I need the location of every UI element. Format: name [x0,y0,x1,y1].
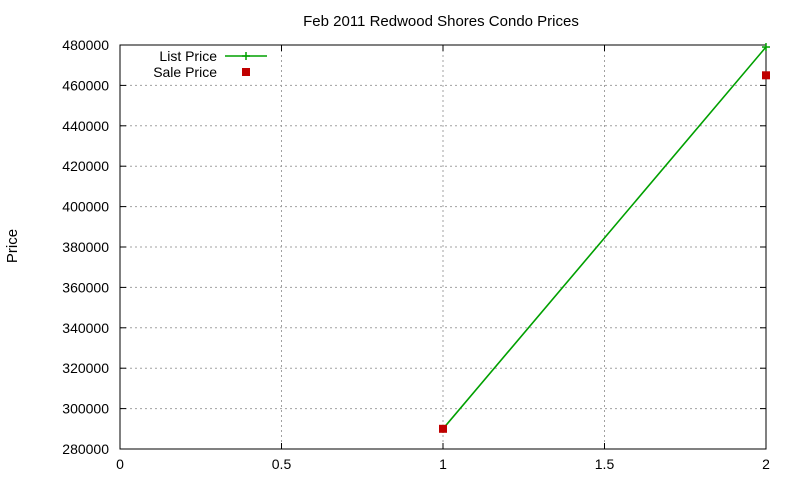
y-tick-label: 420000 [62,158,109,174]
axis-ticks: 280000 300000 320000 340000 360000 380000 4000… [62,37,770,472]
list-price-line [442,46,767,430]
x-tick-label: 1.5 [595,456,615,472]
x-tick-label: 0 [116,456,124,472]
legend-label-list-price: List Price [159,48,217,64]
legend-marker-list-price [242,52,250,60]
sale-price-point [762,71,770,80]
y-tick-label: 480000 [62,37,109,53]
data-series [439,43,770,433]
y-tick-label: 460000 [62,77,109,93]
grid-lines [120,45,766,449]
y-tick-label: 440000 [62,118,109,134]
y-tick-label: 360000 [62,279,109,295]
list-price-point [762,43,770,52]
legend-label-sale-price: Sale Price [153,64,217,80]
sale-price-point [439,424,447,433]
x-tick-label: 1 [439,456,447,472]
legend-marker-sale-price [242,68,250,76]
y-tick-label: 400000 [62,199,109,215]
chart-title: Feb 2011 Redwood Shores Condo Prices [303,13,579,30]
y-tick-label: 300000 [62,401,109,417]
x-tick-label: 2 [762,456,770,472]
y-tick-label: 320000 [62,360,109,376]
y-tick-label: 280000 [62,441,109,457]
y-axis-label: Price [4,229,21,263]
x-tick-label: 0.5 [272,456,292,472]
y-tick-label: 340000 [62,320,109,336]
y-tick-label: 380000 [62,239,109,255]
